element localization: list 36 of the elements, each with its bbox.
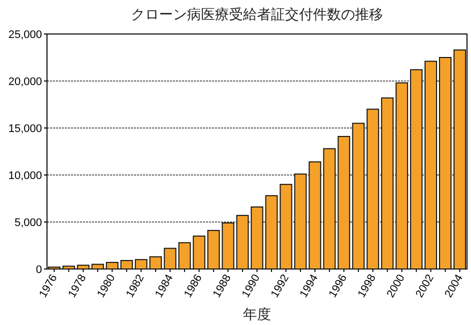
bar <box>207 230 220 270</box>
bar <box>410 69 423 270</box>
bar <box>106 262 118 270</box>
y-tick-label: 25,000 <box>8 29 42 41</box>
bar <box>149 256 162 270</box>
bar <box>134 259 148 270</box>
bar <box>222 222 234 270</box>
x-axis-title: 年度 <box>243 306 271 322</box>
bar <box>308 161 322 270</box>
bar <box>323 148 336 270</box>
bar <box>424 60 438 270</box>
y-tick-label: 0 <box>36 264 42 276</box>
bar <box>280 184 292 270</box>
bar <box>265 195 278 270</box>
bar <box>366 108 380 270</box>
bar <box>250 206 264 270</box>
bar <box>396 82 408 270</box>
bar <box>352 122 365 270</box>
bar <box>120 260 133 270</box>
bar <box>294 174 307 270</box>
bar <box>76 264 90 270</box>
bar <box>164 248 176 270</box>
bar <box>178 242 191 270</box>
bar <box>192 236 206 270</box>
y-tick-label: 10,000 <box>8 170 42 182</box>
y-tick-label: 20,000 <box>8 76 42 88</box>
chart-title: クローン病医療受給者証交付件数の推移 <box>131 6 383 22</box>
bar <box>439 57 452 270</box>
bar <box>338 136 350 270</box>
y-tick-label: 15,000 <box>8 123 42 135</box>
bar <box>91 264 104 270</box>
bar <box>62 266 75 270</box>
bar <box>381 97 394 270</box>
bar <box>236 214 249 270</box>
bar <box>454 49 466 270</box>
y-tick-label: 5,000 <box>14 217 42 229</box>
